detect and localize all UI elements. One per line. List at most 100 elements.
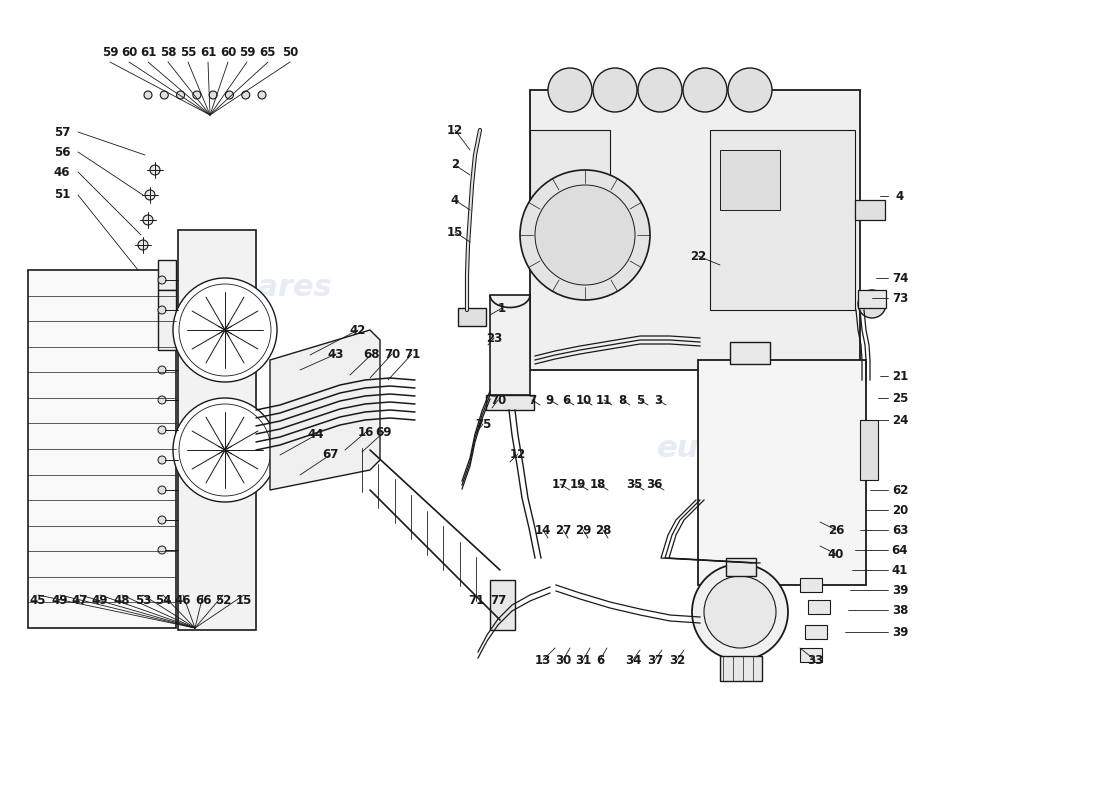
Text: 31: 31 <box>575 654 591 666</box>
Text: 11: 11 <box>596 394 612 406</box>
Circle shape <box>548 68 592 112</box>
Text: 49: 49 <box>52 594 68 606</box>
Bar <box>730 342 770 364</box>
Text: 25: 25 <box>892 391 909 405</box>
Bar <box>698 360 866 585</box>
Text: 61: 61 <box>140 46 156 58</box>
Circle shape <box>692 564 788 660</box>
Circle shape <box>520 170 650 300</box>
Text: 24: 24 <box>892 414 909 426</box>
Bar <box>726 558 756 576</box>
Text: 63: 63 <box>892 523 909 537</box>
Text: 43: 43 <box>328 347 344 361</box>
Circle shape <box>209 91 217 99</box>
Circle shape <box>173 398 277 502</box>
Bar <box>158 290 176 350</box>
Circle shape <box>158 516 166 524</box>
Text: 20: 20 <box>892 503 909 517</box>
Text: 59: 59 <box>239 46 255 58</box>
Text: 58: 58 <box>160 46 176 58</box>
Circle shape <box>258 91 266 99</box>
Text: 71: 71 <box>468 594 484 606</box>
Bar <box>530 90 860 370</box>
Text: eurospares: eurospares <box>140 434 333 462</box>
Text: 60: 60 <box>220 46 236 58</box>
Text: 49: 49 <box>91 594 108 606</box>
Text: 4: 4 <box>451 194 459 206</box>
Bar <box>720 150 780 210</box>
Text: 10: 10 <box>576 394 592 406</box>
Polygon shape <box>270 330 380 490</box>
Text: 53: 53 <box>135 594 151 606</box>
Text: 46: 46 <box>54 166 70 178</box>
Bar <box>800 648 822 662</box>
Bar <box>158 260 176 290</box>
Text: 26: 26 <box>828 523 844 537</box>
Text: 69: 69 <box>376 426 393 438</box>
Bar <box>855 200 886 220</box>
Text: 65: 65 <box>260 46 276 58</box>
Text: 57: 57 <box>54 126 70 138</box>
Text: 23: 23 <box>486 331 502 345</box>
Text: 62: 62 <box>892 483 909 497</box>
Text: 56: 56 <box>54 146 70 158</box>
Circle shape <box>158 396 166 404</box>
Circle shape <box>173 278 277 382</box>
Bar <box>805 625 827 639</box>
Text: 75: 75 <box>475 418 492 430</box>
Text: 4: 4 <box>895 190 904 202</box>
Circle shape <box>226 91 233 99</box>
Text: 39: 39 <box>892 583 909 597</box>
Text: 6: 6 <box>596 654 604 666</box>
Bar <box>710 130 855 310</box>
Text: 64: 64 <box>892 543 909 557</box>
Text: 12: 12 <box>510 447 526 461</box>
Text: 61: 61 <box>200 46 217 58</box>
Text: 42: 42 <box>350 323 366 337</box>
Text: 3: 3 <box>653 394 662 406</box>
Circle shape <box>158 456 166 464</box>
Text: 67: 67 <box>322 449 338 462</box>
Text: 50: 50 <box>282 46 298 58</box>
Text: 14: 14 <box>535 523 551 537</box>
Text: 39: 39 <box>892 626 909 638</box>
Circle shape <box>158 546 166 554</box>
Text: 35: 35 <box>626 478 642 490</box>
Text: 74: 74 <box>892 271 909 285</box>
Text: 45: 45 <box>30 594 46 606</box>
Text: 30: 30 <box>554 654 571 666</box>
Text: 40: 40 <box>828 547 844 561</box>
Text: 54: 54 <box>155 594 172 606</box>
Circle shape <box>179 284 271 376</box>
Text: 6: 6 <box>562 394 570 406</box>
Text: 22: 22 <box>690 250 706 262</box>
Text: 1: 1 <box>498 302 506 314</box>
Text: 7: 7 <box>528 394 536 406</box>
Text: 17: 17 <box>552 478 568 490</box>
Text: 46: 46 <box>175 594 191 606</box>
Text: 77: 77 <box>490 594 506 606</box>
Text: 5: 5 <box>636 394 645 406</box>
Circle shape <box>192 91 201 99</box>
Text: 66: 66 <box>195 594 211 606</box>
Circle shape <box>145 190 155 200</box>
Text: 21: 21 <box>892 370 909 382</box>
Text: 9: 9 <box>546 394 554 406</box>
Text: 29: 29 <box>575 523 591 537</box>
Text: 15: 15 <box>235 594 252 606</box>
Text: 48: 48 <box>113 594 130 606</box>
Bar <box>530 130 610 250</box>
Circle shape <box>158 366 166 374</box>
Text: 52: 52 <box>214 594 231 606</box>
Text: 16: 16 <box>358 426 374 438</box>
Text: 60: 60 <box>121 46 138 58</box>
Text: eurospares: eurospares <box>657 274 850 302</box>
Text: 55: 55 <box>179 46 196 58</box>
Text: 47: 47 <box>72 594 88 606</box>
Text: 18: 18 <box>590 478 606 490</box>
Text: 71: 71 <box>404 347 420 361</box>
Bar <box>490 295 530 395</box>
Circle shape <box>535 185 635 285</box>
Bar <box>860 420 878 480</box>
Text: 51: 51 <box>54 189 70 202</box>
